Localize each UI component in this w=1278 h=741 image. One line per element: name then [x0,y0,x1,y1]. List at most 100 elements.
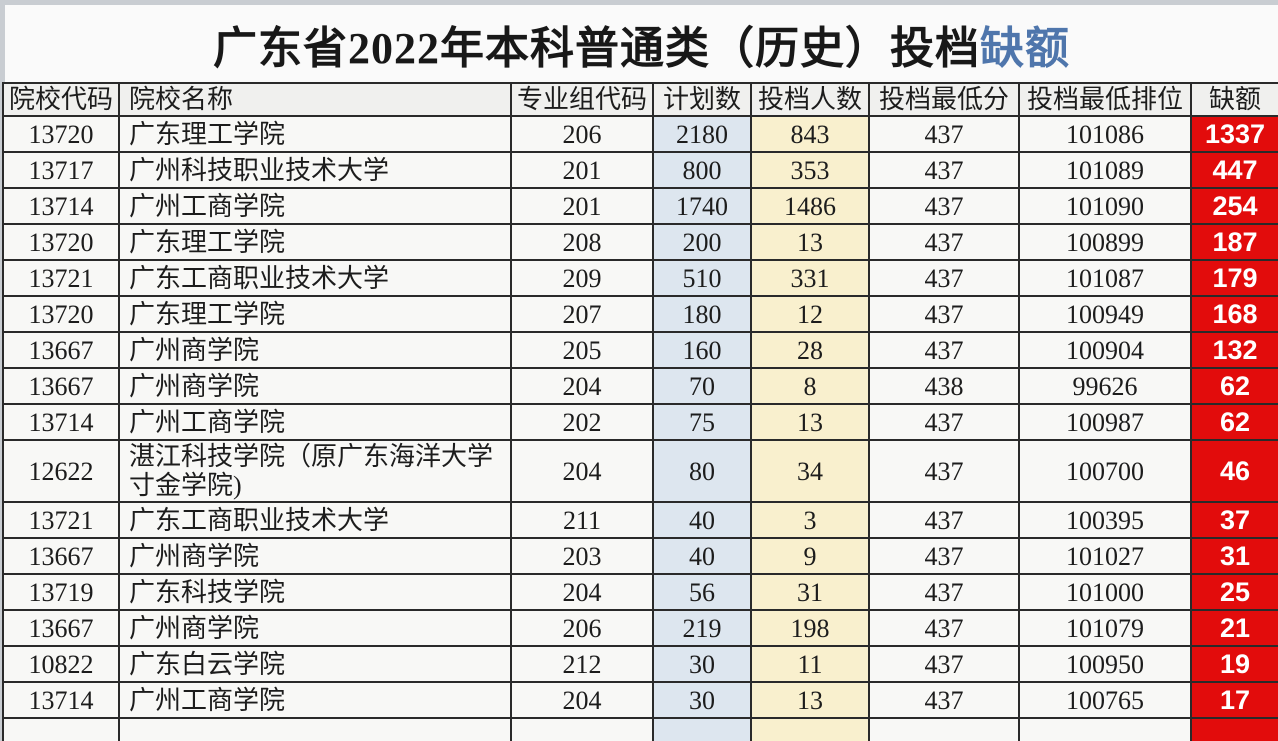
cell-rank: 101000 [1018,573,1192,612]
cell-score: 437 [868,151,1020,190]
cell-group: 201 [510,151,654,190]
cell-plan: 30 [652,645,752,684]
table-row: 13667 广州商学院 205 160 28 437 100904 132 [2,331,1278,370]
cell-score: 437 [868,259,1020,298]
cell-toudang: 353 [750,151,870,190]
cell-toudang: 3 [750,501,870,540]
cell-group: 209 [510,259,654,298]
cell-quota: 31 [1190,537,1278,576]
cell-plan: 180 [652,295,752,334]
cell-name: 广东白云学院 [118,645,512,684]
cell-name [118,717,512,741]
table-row: 13667 广州商学院 204 70 8 438 99626 62 [2,367,1278,406]
table-row: 13719 广东科技学院 204 56 31 437 101000 25 [2,573,1278,612]
cell-code: 13721 [2,259,120,298]
cell-code: 13714 [2,187,120,226]
cell-plan: 219 [652,609,752,648]
table-row: 13714 广州工商学院 204 30 13 437 100765 17 [2,681,1278,720]
cell-score: 437 [868,439,1020,504]
cell-quota: 132 [1190,331,1278,370]
cell-quota: 25 [1190,573,1278,612]
cell-quota: 21 [1190,609,1278,648]
cell-code: 13714 [2,681,120,720]
cell-name: 广东工商职业技术大学 [118,501,512,540]
cell-quota: 179 [1190,259,1278,298]
cell-score: 437 [868,295,1020,334]
cell-group: 203 [510,537,654,576]
table-row: 13720 广东理工学院 207 180 12 437 100949 168 [2,295,1278,334]
table-row: 13720 广东理工学院 208 200 13 437 100899 187 [2,223,1278,262]
cell-group: 205 [510,331,654,370]
cell-rank: 101089 [1018,151,1192,190]
cell-group: 202 [510,403,654,442]
cell-plan: 2180 [652,115,752,154]
cell-toudang: 13 [750,681,870,720]
cell-score: 437 [868,681,1020,720]
cell-rank: 101027 [1018,537,1192,576]
column-header-toudang: 投档人数 [750,81,870,118]
cell-score: 437 [868,223,1020,262]
cell-code [2,717,120,741]
cell-score: 437 [868,331,1020,370]
cell-code: 10822 [2,645,120,684]
cell-toudang: 11 [750,645,870,684]
page-title-highlight: 缺额 [980,23,1070,73]
cell-group: 208 [510,223,654,262]
cell-code: 13720 [2,295,120,334]
cell-plan: 30 [652,681,752,720]
cell-toudang: 198 [750,609,870,648]
cell-name: 广州商学院 [118,537,512,576]
table-row: 13721 广东工商职业技术大学 209 510 331 437 101087 179 [2,259,1278,298]
cell-name: 广州科技职业技术大学 [118,151,512,190]
cell-group [510,717,654,741]
cell-quota: 168 [1190,295,1278,334]
cell-quota: 447 [1190,151,1278,190]
cell-toudang: 12 [750,295,870,334]
cell-code: 13714 [2,403,120,442]
table-row: 13714 广州工商学院 201 1740 1486 437 101090 254 [2,187,1278,226]
cell-name: 广东理工学院 [118,223,512,262]
page-title-main: 广东省2022年本科普通类（历史）投档 [213,23,980,73]
cell-group: 207 [510,295,654,334]
cell-quota: 19 [1190,645,1278,684]
cell-rank: 100950 [1018,645,1192,684]
cell-code: 13667 [2,609,120,648]
cell-code: 13720 [2,223,120,262]
cell-toudang: 13 [750,403,870,442]
cell-score: 438 [868,367,1020,406]
cell-name: 广东工商职业技术大学 [118,259,512,298]
cell-toudang: 8 [750,367,870,406]
cell-score: 437 [868,501,1020,540]
column-header-score: 投档最低分 [868,81,1020,118]
cell-rank: 101090 [1018,187,1192,226]
table-header-row: 院校代码 院校名称 专业组代码 计划数 投档人数 投档最低分 投档最低排位 缺额 [2,81,1278,118]
column-header-plan: 计划数 [652,81,752,118]
cell-code: 13721 [2,501,120,540]
cell-toudang: 13 [750,223,870,262]
cell-plan: 200 [652,223,752,262]
cell-toudang: 28 [750,331,870,370]
cell-toudang: 1486 [750,187,870,226]
column-header-quota: 缺额 [1190,81,1278,118]
cell-group: 204 [510,573,654,612]
cell-rank: 100987 [1018,403,1192,442]
table-row: 12622 湛江科技学院（原广东海洋大学寸金学院) 204 80 34 437 100700… [2,439,1278,504]
table-row: 13667 广州商学院 203 40 9 437 101027 31 [2,537,1278,576]
column-header-code: 院校代码 [2,81,120,118]
column-header-group: 专业组代码 [510,81,654,118]
cell-code: 13667 [2,367,120,406]
page-title: 广东省2022年本科普通类（历史）投档缺额 [5,5,1278,82]
cell-quota [1190,717,1278,741]
cell-quota: 254 [1190,187,1278,226]
cell-rank: 100395 [1018,501,1192,540]
cell-toudang [750,717,870,741]
cell-group: 212 [510,645,654,684]
cell-plan: 80 [652,439,752,504]
cell-group: 204 [510,681,654,720]
table-row: 13721 广东工商职业技术大学 211 40 3 437 100395 37 [2,501,1278,540]
table-row: 13717 广州科技职业技术大学 201 800 353 437 101089 447 [2,151,1278,190]
table-row [2,717,1278,741]
table-row: 10822 广东白云学院 212 30 11 437 100950 19 [2,645,1278,684]
cell-score [868,717,1020,741]
